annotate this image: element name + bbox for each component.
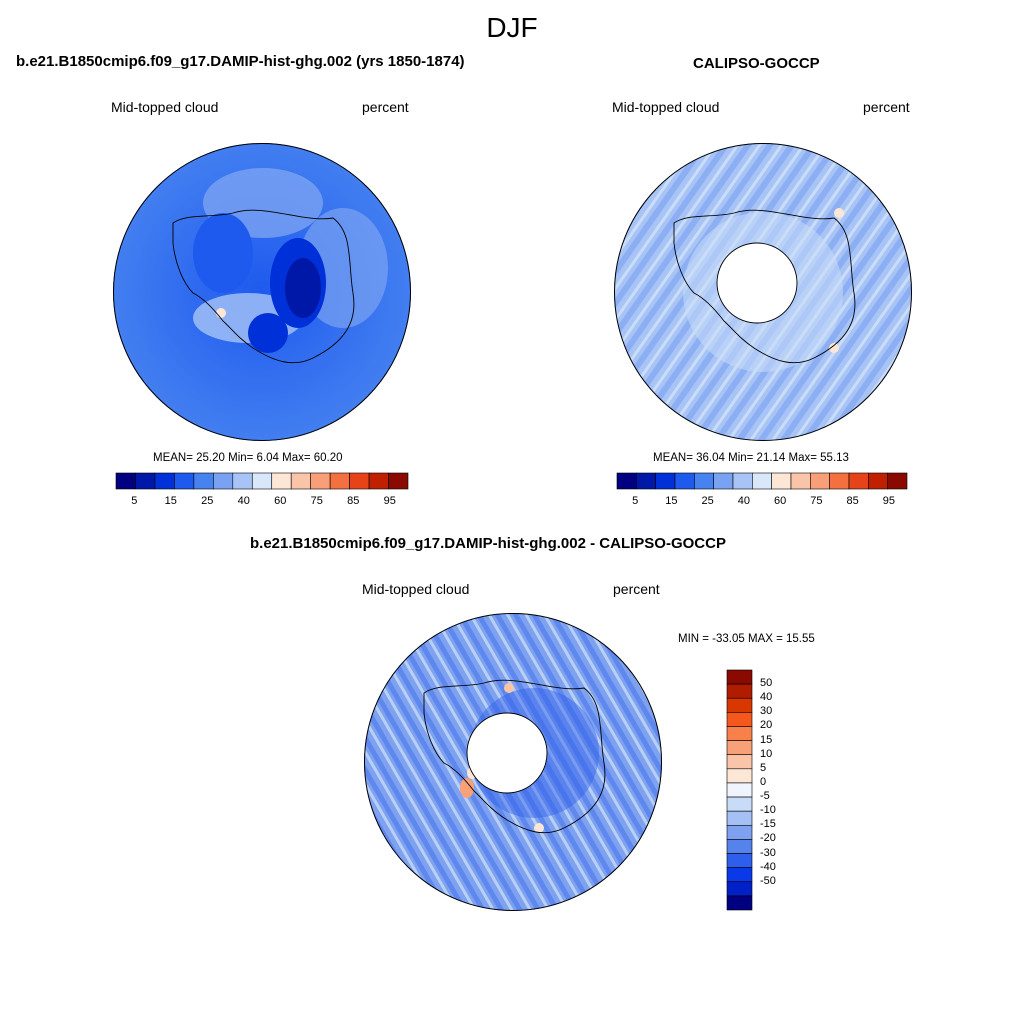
panel-3-colorbar-box	[726, 810, 753, 826]
panel-1-colorbar-box	[174, 472, 195, 490]
panel-2-colorbar-box	[868, 472, 888, 490]
panel-3-colorbar-tick-label: 15	[760, 733, 773, 746]
panel-2-colorbar-box	[848, 472, 869, 490]
panel-2-colorbar-box	[636, 472, 656, 490]
panel-3-colorbar-tick-label: 20	[760, 719, 773, 732]
panel-1-colorbar-box	[193, 472, 214, 490]
panel-1-colorbar-box	[135, 472, 156, 490]
panel-1-colorbar-box	[310, 472, 331, 490]
panel-2-colorbar-tick-label: 40	[737, 495, 750, 507]
panel-2-colorbar-box	[616, 472, 637, 490]
panel-1-stats: MEAN= 25.20 Min= 6.04 Max= 60.20	[153, 452, 343, 464]
panel-3-colorbar	[726, 669, 753, 911]
panel-2-colorbar-box	[829, 472, 850, 490]
panel-3-colorbar-box	[726, 697, 753, 713]
panel-2-colorbar-box	[713, 472, 734, 490]
panel-3-colorbar-box	[726, 824, 753, 840]
panel-1-colorbar-box	[368, 472, 389, 490]
panel-2-colorbar-box	[694, 472, 714, 490]
panel-2-colorbar-tick-label: 95	[882, 495, 895, 507]
panel-1-colorbar-box	[290, 472, 311, 490]
panel-3-colorbar-box	[726, 726, 753, 741]
panel-3-colorbar-tick-label: -50	[760, 874, 776, 887]
page-title: DJF	[486, 12, 538, 43]
panel-3-stats: MIN = -33.05 MAX = 15.55	[678, 633, 815, 645]
panel-1-colorbar-tick-label: 25	[201, 495, 214, 507]
panel-2-colorbar-tick-label: 75	[810, 495, 823, 507]
panel-1-colorbar-tick-label: 95	[383, 495, 396, 507]
panel-1-colorbar-tick-label: 40	[237, 495, 250, 507]
panel-3-colorbar-box	[726, 740, 753, 756]
panel-2-colorbar-box	[655, 472, 676, 490]
panel-2-colorbar-box	[732, 472, 753, 490]
panel-3-colorbar-tick-label: 10	[760, 747, 773, 760]
panel-1-colorbar-tick-label: 75	[310, 495, 323, 507]
panel-3-variable-label: Mid-topped cloud	[362, 581, 470, 597]
panel-2-colorbar-box	[810, 472, 830, 490]
panel-3-colorbar-tick-label: 50	[760, 677, 773, 690]
panel-3-colorbar-tick-label: -10	[760, 804, 776, 817]
panel-1-colorbar-box	[349, 472, 370, 490]
panel-1-title: b.e21.B1850cmip6.f09_g17.DAMIP-hist-ghg.…	[16, 53, 465, 70]
panel-3-colorbar-tick-label: -15	[760, 818, 776, 831]
panel-3-colorbar-box	[726, 782, 753, 798]
panel-1-colorbar-box	[115, 472, 136, 490]
panel-1-colorbar-box	[271, 472, 292, 490]
panel-3-colorbar-tick-label: -40	[760, 860, 776, 873]
panel-3-colorbar-box	[726, 796, 753, 812]
panel-3-colorbar-tick-label: 30	[760, 705, 773, 718]
panel-1-colorbar-box	[154, 472, 175, 490]
panel-2-colorbar-box	[771, 472, 792, 490]
panel-3-colorbar-tick-label: -20	[760, 832, 776, 845]
panel-3-colorbar-tick-label: -30	[760, 846, 776, 859]
panel-3-colorbar-box	[726, 754, 753, 770]
panel-1-colorbar-tick-label: 85	[347, 495, 360, 507]
panel-1-colorbar-tick-label: 60	[274, 495, 287, 507]
panel-3-colorbar-tick-label: 0	[760, 775, 767, 788]
panel-2-colorbar	[616, 472, 908, 490]
panel-2-title: CALIPSO-GOCCP	[693, 55, 820, 72]
panel-2-polar-map	[614, 143, 912, 441]
panel-1-colorbar-box	[329, 472, 350, 490]
panel-2-colorbar-tick-label: 60	[774, 495, 787, 507]
panel-3-colorbar-box	[726, 895, 753, 911]
panel-3-colorbar-box	[726, 683, 753, 699]
panel-3-colorbar-box	[726, 669, 753, 685]
panel-1-colorbar-tick-label: 15	[164, 495, 177, 507]
panel-1-units-label: percent	[362, 99, 409, 115]
panel-2-colorbar-box	[790, 472, 811, 490]
panel-3-colorbar-tick-label: 40	[760, 691, 773, 704]
panel-2-colorbar-tick-label: 85	[846, 495, 859, 507]
panel-3-colorbar-tick-label: -5	[760, 790, 770, 803]
panel-3-colorbar-box	[726, 712, 753, 727]
panel-2-colorbar-tick-label: 5	[632, 495, 639, 507]
panel-3-colorbar-tick-label: 5	[760, 761, 767, 774]
panel-2-colorbar-box	[752, 472, 772, 490]
panel-2-colorbar-box	[674, 472, 695, 490]
panel-3-colorbar-box	[726, 881, 753, 897]
panel-2-colorbar-tick-label: 15	[665, 495, 678, 507]
panel-1-variable-label: Mid-topped cloud	[111, 99, 219, 115]
panel-2-variable-label: Mid-topped cloud	[612, 99, 720, 115]
panel-1-polar-map	[113, 143, 411, 441]
panel-2-colorbar-tick-label: 25	[701, 495, 714, 507]
panel-2-colorbar-box	[887, 472, 908, 490]
panel-3-title: b.e21.B1850cmip6.f09_g17.DAMIP-hist-ghg.…	[250, 535, 726, 552]
panel-2-units-label: percent	[863, 99, 910, 115]
panel-1-colorbar-box	[232, 472, 253, 490]
panel-1-colorbar-box	[213, 472, 234, 490]
panel-1-colorbar-box	[388, 472, 409, 490]
panel-3-colorbar-box	[726, 768, 753, 784]
panel-3-colorbar-box	[726, 853, 753, 868]
panel-1-colorbar-tick-label: 5	[131, 495, 138, 507]
panel-3-colorbar-box	[726, 867, 753, 883]
panel-3-colorbar-box	[726, 839, 753, 854]
panel-3-polar-map	[364, 613, 662, 911]
panel-1-colorbar-box	[251, 472, 273, 490]
panel-1-colorbar	[115, 472, 409, 490]
panel-3-units-label: percent	[613, 581, 660, 597]
panel-2-stats: MEAN= 36.04 Min= 21.14 Max= 55.13	[653, 452, 849, 464]
